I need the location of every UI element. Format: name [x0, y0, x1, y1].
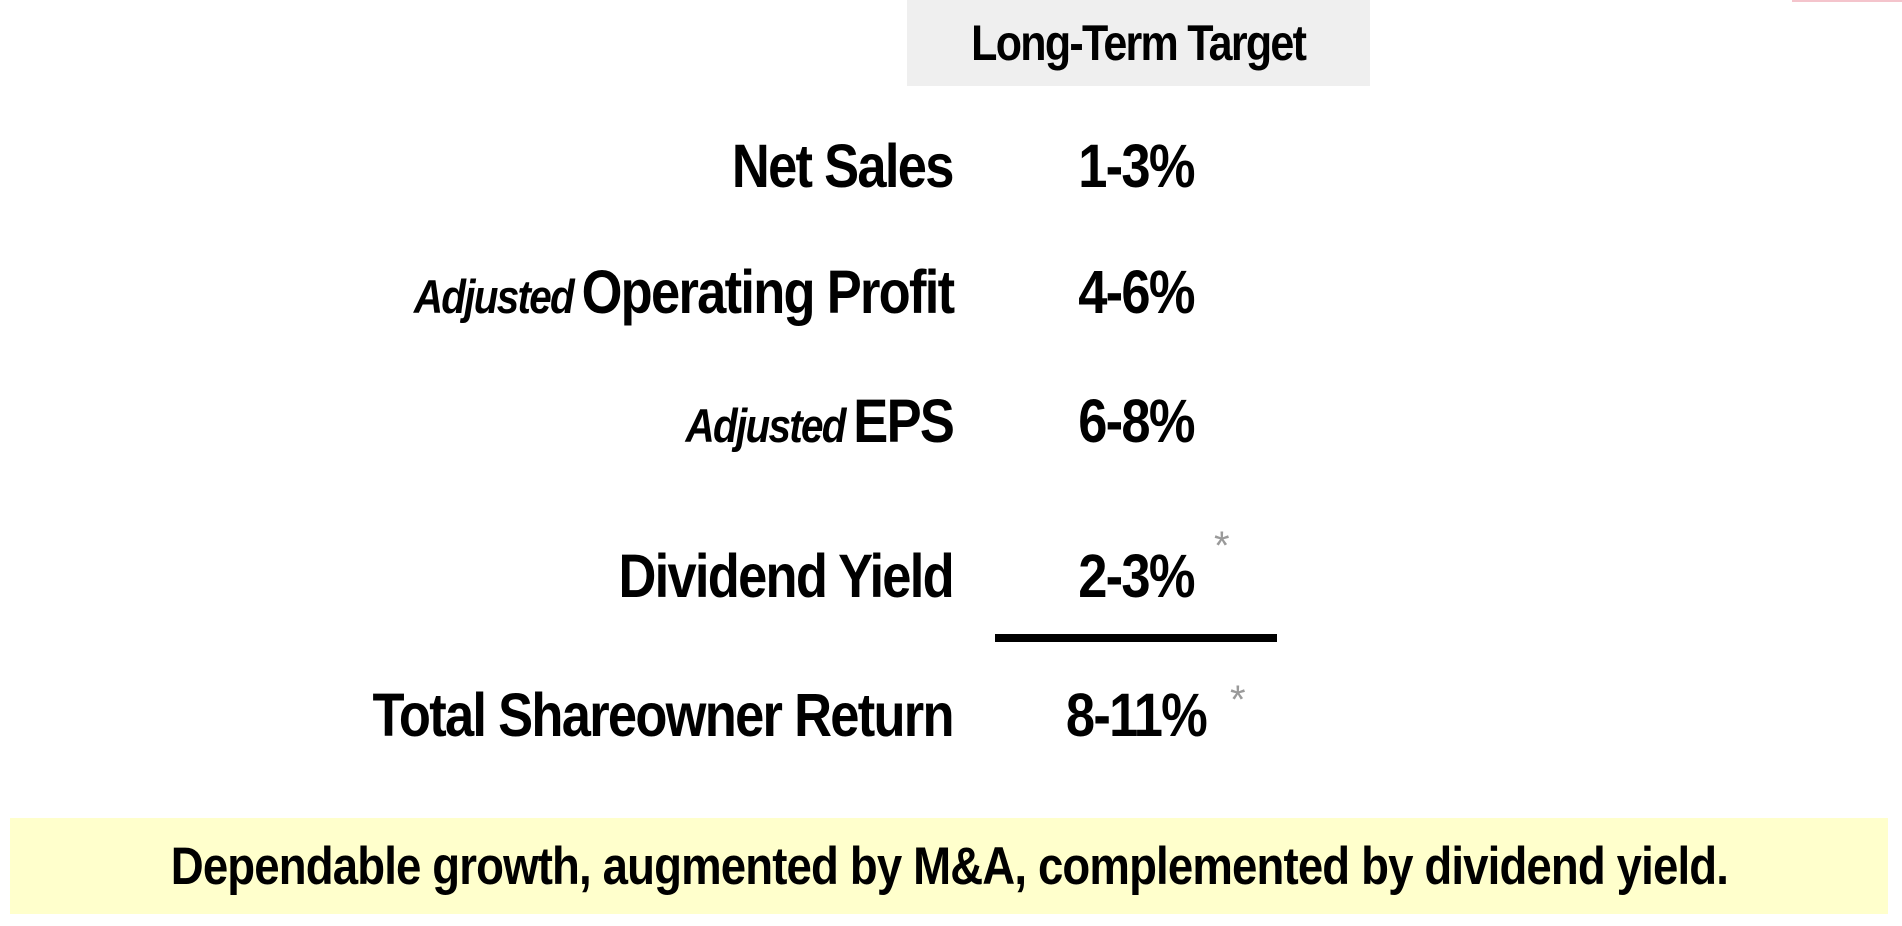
row-value-net-sales: 1-3%: [1078, 132, 1195, 200]
row-value-operating-profit: 4-6%: [1078, 258, 1195, 326]
column-header-title: Long-Term Target: [971, 15, 1307, 71]
row-value-eps: 6-8%: [1078, 387, 1195, 455]
row-label-text: Net Sales: [732, 132, 954, 200]
corner-accent-line: [1792, 0, 1902, 2]
row-label-dividend-yield: Dividend Yield: [619, 546, 955, 607]
row-label-net-sales: Net Sales: [732, 136, 954, 197]
row-value-total-shareowner-return: 8-11%: [1065, 681, 1208, 749]
row-label-operating-profit: Adjusted Operating Profit: [413, 262, 954, 323]
summary-banner: Dependable growth, augmented by M&A, com…: [10, 818, 1888, 914]
footnote-asterisk: *: [1230, 678, 1246, 722]
column-header: Long-Term Target: [907, 0, 1370, 86]
row-value-dividend-yield: 2-3%: [1078, 542, 1195, 610]
sum-divider-line: [995, 634, 1277, 642]
row-label-text: Total Shareowner Return: [372, 681, 955, 749]
row-label-total-shareowner-return: Total Shareowner Return: [373, 685, 955, 746]
row-label-prefix: Adjusted: [413, 270, 574, 323]
row-label-eps: Adjusted EPS: [685, 391, 954, 452]
row-label-text: Dividend Yield: [618, 542, 955, 610]
row-label-text: Operating Profit: [581, 258, 954, 326]
summary-banner-text: Dependable growth, augmented by M&A, com…: [170, 836, 1728, 896]
row-label-prefix: Adjusted: [685, 399, 846, 452]
row-label-text: EPS: [853, 387, 955, 455]
footnote-asterisk: *: [1214, 524, 1230, 568]
